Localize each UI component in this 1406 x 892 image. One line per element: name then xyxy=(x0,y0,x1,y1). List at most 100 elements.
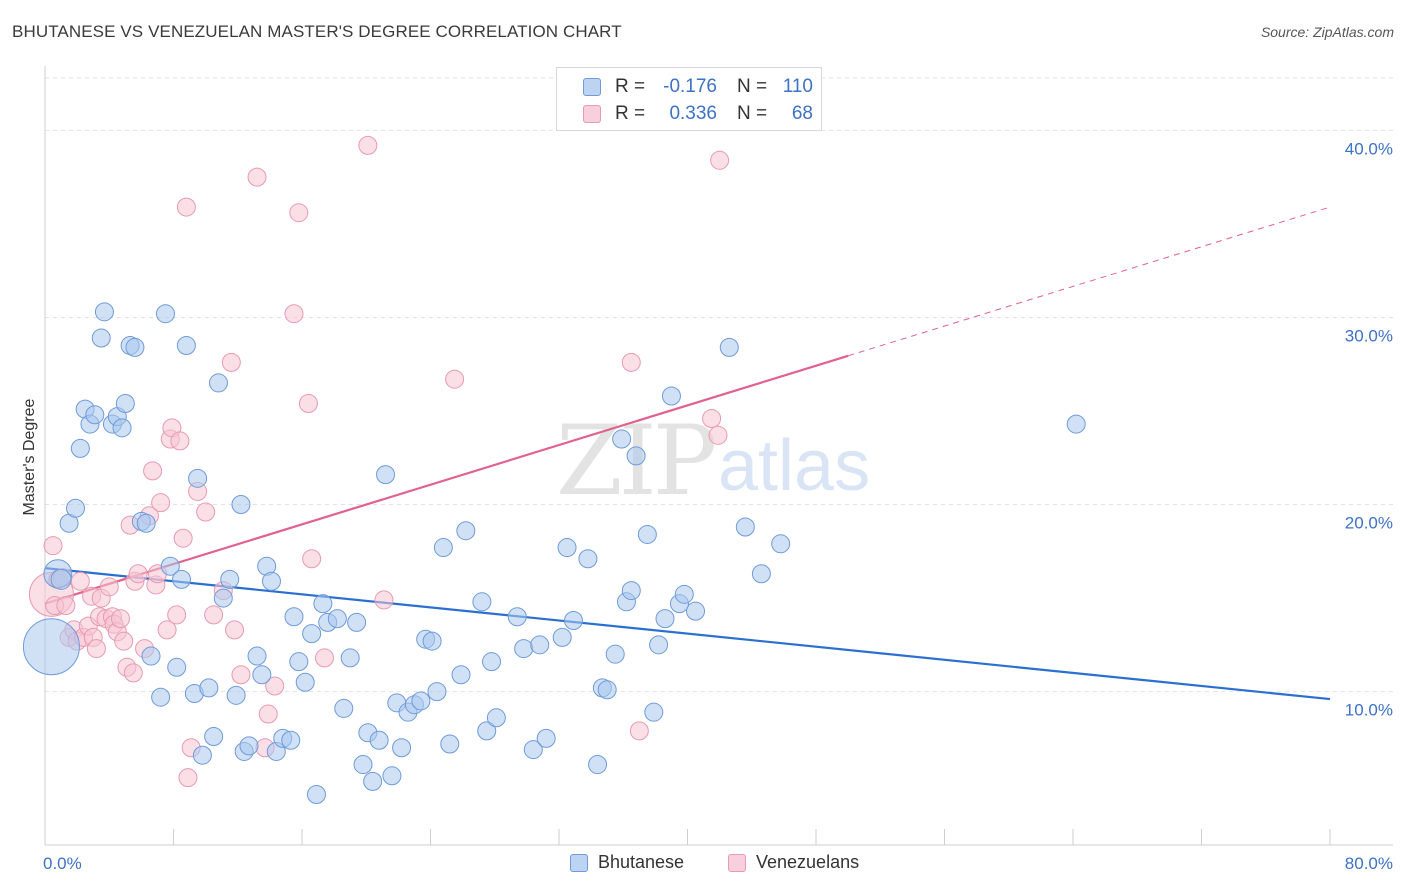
gridlines xyxy=(45,77,1393,693)
bhutanese-point xyxy=(112,418,132,438)
bhutanese-point xyxy=(115,394,135,414)
bhutanese-point xyxy=(70,438,90,458)
venezuelan-point xyxy=(374,590,394,610)
y-tick-label: 30.0% xyxy=(1345,326,1393,345)
venezuelan-point xyxy=(43,536,63,556)
legend-r-value: 0.336 xyxy=(669,103,717,124)
bhutanese-point xyxy=(382,766,402,786)
venezuelan-point xyxy=(314,648,334,668)
bhutanese-point xyxy=(751,564,771,584)
bhutanese-points xyxy=(22,302,1086,804)
legend-r-label: R = xyxy=(615,103,646,124)
y-tick-label: 20.0% xyxy=(1345,514,1393,533)
legend-row-venezuelans: R = 0.336 N = 68 xyxy=(557,101,813,127)
bhutanese-point xyxy=(472,592,492,612)
bhutanese-point xyxy=(347,612,367,632)
bhutanese-point xyxy=(284,607,304,627)
venezuelan-point xyxy=(56,596,76,616)
bhutanese-point xyxy=(252,665,272,685)
venezuelan-point xyxy=(151,493,171,513)
bhutanese-point xyxy=(353,755,373,775)
bhutanese-point xyxy=(199,678,219,698)
legend-n-label: N = xyxy=(737,103,768,124)
venezuelan-point xyxy=(445,369,465,389)
bhutanese-point xyxy=(552,627,572,647)
bhutanese-point xyxy=(22,618,80,676)
venezuelan-point xyxy=(204,605,224,625)
bhutanese-point xyxy=(1066,414,1086,434)
bhutanese-point xyxy=(392,738,412,758)
bhutanese-point xyxy=(523,740,543,760)
venezuelan-point xyxy=(298,394,318,414)
venezuelan-point xyxy=(70,571,90,591)
bottom-label-bhutanese: Bhutanese xyxy=(598,852,685,872)
bhutanese-point xyxy=(637,524,657,544)
watermark-atlas: atlas xyxy=(718,426,871,506)
bhutanese-point xyxy=(530,635,550,655)
venezuelan-point xyxy=(358,135,378,155)
venezuelan-point xyxy=(196,502,216,522)
bhutanese-point xyxy=(422,631,442,651)
bhutanese-point xyxy=(686,601,706,621)
source-label: Source: ZipAtlas.com xyxy=(1260,24,1394,40)
bhutanese-point xyxy=(440,734,460,754)
bhutanese-point xyxy=(433,538,453,558)
bhutanese-point xyxy=(612,429,632,449)
bhutanese-point xyxy=(655,609,675,629)
bhutanese-point xyxy=(626,446,646,466)
bhutanese-point xyxy=(456,521,476,541)
venezuelan-point xyxy=(247,167,267,187)
bhutanese-point xyxy=(477,721,497,741)
chart-title: BHUTANESE VS VENEZUELAN MASTER'S DEGREE … xyxy=(12,22,622,41)
bhutanese-point xyxy=(536,728,556,748)
y-tick-label: 40.0% xyxy=(1345,139,1393,158)
bhutanese-point xyxy=(563,611,583,631)
bhutanese-point xyxy=(719,337,739,357)
bhutanese-point xyxy=(231,495,251,515)
bhutanese-point xyxy=(302,624,322,644)
bhutanese-point xyxy=(376,465,396,485)
bhutanese-point xyxy=(369,730,389,750)
bhutanese-point xyxy=(91,328,111,348)
legend-row-bhutanese: R = -0.176 N = 110 xyxy=(557,74,813,100)
legend-swatch-venezuelans xyxy=(583,105,601,123)
legend-n-value: 110 xyxy=(782,76,813,97)
venezuelan-point xyxy=(265,676,285,696)
bhutanese-point xyxy=(155,304,175,324)
bhutanese-point xyxy=(281,730,301,750)
bhutanese-point xyxy=(213,588,233,608)
bhutanese-point xyxy=(482,652,502,672)
bhutanese-point xyxy=(340,648,360,668)
bhutanese-point xyxy=(327,609,347,629)
bhutanese-point xyxy=(644,702,664,722)
bhutanese-point xyxy=(605,644,625,664)
venezuelan-point xyxy=(170,431,190,451)
legend-swatch-bhutanese xyxy=(583,78,601,96)
bhutanese-point xyxy=(588,755,608,775)
venezuelan-point xyxy=(114,631,134,651)
bhutanese-point xyxy=(167,657,187,677)
bottom-swatch-bhutanese xyxy=(570,853,588,872)
venezuelan-point xyxy=(225,620,245,640)
bhutanese-point xyxy=(192,745,212,765)
trend-line-bhutanese xyxy=(44,567,1331,701)
venezuelan-point xyxy=(110,609,130,629)
bhutanese-point xyxy=(557,538,577,558)
venezuelan-points xyxy=(28,135,730,788)
bhutanese-point xyxy=(427,682,447,702)
venezuelan-point xyxy=(176,197,196,217)
bhutanese-point xyxy=(151,687,171,707)
bhutanese-point xyxy=(313,594,333,614)
venezuelan-point xyxy=(128,564,148,584)
trend-line-extension-venezuelans xyxy=(847,206,1331,357)
legend-n-label: N = xyxy=(737,76,768,97)
bottom-swatch-venezuelans xyxy=(728,853,746,872)
x-tick-label-min: 0.0% xyxy=(43,854,82,873)
bhutanese-point xyxy=(771,534,791,554)
venezuelan-point xyxy=(710,150,730,170)
bhutanese-point xyxy=(220,569,240,589)
venezuelan-point xyxy=(157,620,177,640)
bhutanese-point xyxy=(674,584,694,604)
venezuelan-point xyxy=(123,663,143,683)
